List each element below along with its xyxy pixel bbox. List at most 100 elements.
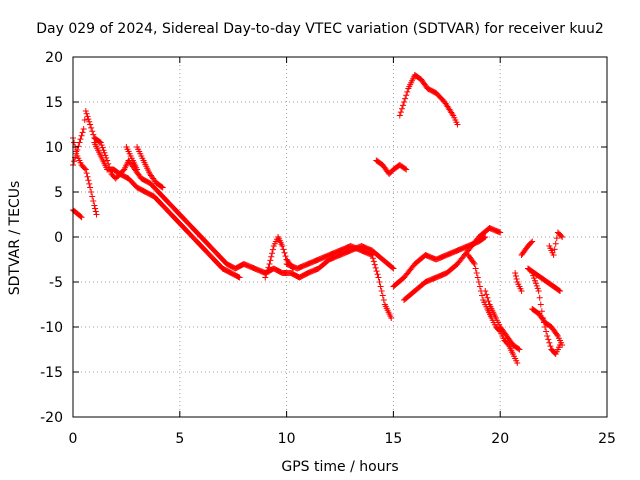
series-track-9 (373, 157, 410, 177)
data-point (553, 331, 560, 338)
data-point (78, 214, 85, 221)
data-point (404, 88, 411, 95)
y-tick-label: -10 (40, 320, 63, 336)
x-tick-label: 20 (491, 431, 509, 447)
data-point (77, 136, 84, 143)
data-point (398, 105, 405, 112)
series-track-8 (283, 243, 395, 321)
series-track-5 (123, 144, 141, 173)
axis-ticks (72, 56, 608, 418)
data-point (376, 279, 383, 285)
data-point (550, 252, 557, 258)
data-point (514, 360, 521, 366)
data-point (88, 189, 95, 195)
data-point (513, 276, 520, 282)
data-point (104, 157, 111, 164)
series-track-19 (546, 229, 566, 258)
series-track-17 (524, 265, 564, 294)
x-tick-label: 25 (598, 431, 616, 447)
data-point (79, 129, 86, 136)
data-point (73, 150, 80, 157)
data-point (76, 139, 83, 146)
data-point (534, 285, 541, 292)
x-axis-label: GPS time / hours (281, 459, 398, 475)
data-point (100, 147, 107, 154)
data-point (279, 243, 286, 249)
data-point (559, 234, 566, 240)
data-point (544, 333, 551, 339)
data-point (83, 110, 90, 117)
data-point (373, 268, 380, 275)
data-point (472, 265, 479, 272)
data-point (485, 298, 492, 305)
y-tick-label: 0 (54, 230, 63, 246)
data-point (558, 232, 565, 239)
data-point (551, 246, 558, 253)
data-point (89, 193, 96, 200)
data-point (402, 165, 409, 172)
data-point (484, 294, 491, 301)
series-track-11 (390, 234, 489, 290)
data-point (545, 336, 552, 343)
data-point (546, 339, 553, 346)
data-point (84, 113, 91, 120)
data-point (476, 283, 483, 290)
data-point (516, 346, 523, 353)
x-tick-labels: 0 5 10 15 20 25 (69, 431, 616, 447)
data-point (471, 261, 478, 267)
data-point (559, 342, 566, 348)
data-point (402, 95, 409, 102)
y-tick-label: -20 (40, 410, 63, 426)
data-point (537, 301, 544, 308)
data-point (81, 165, 88, 172)
series-track-14 (482, 288, 523, 353)
data-point (531, 277, 538, 284)
data-point (512, 270, 519, 276)
data-point (88, 124, 95, 131)
data-point (84, 173, 91, 180)
x-tick-label: 5 (175, 431, 184, 447)
data-point (90, 198, 97, 204)
data-point (158, 183, 165, 190)
data-point (80, 126, 87, 132)
series-track-6 (134, 144, 166, 191)
data-point (474, 274, 481, 281)
data-point (269, 246, 276, 253)
data-point (380, 297, 387, 303)
data-point (235, 273, 242, 280)
data-point (556, 287, 563, 294)
series-track-2 (70, 135, 100, 218)
y-tick-label: 15 (45, 95, 63, 111)
data-point (473, 270, 480, 276)
gridlines (73, 57, 607, 417)
data-point (553, 235, 560, 242)
data-point (375, 274, 382, 281)
data-point (282, 253, 289, 260)
data-point (396, 112, 403, 119)
data-point (268, 253, 275, 260)
data-point (543, 328, 550, 335)
data-point (401, 99, 408, 105)
data-point (92, 205, 99, 212)
data-point (92, 208, 99, 215)
data-point (378, 288, 385, 294)
data-point (87, 121, 94, 128)
series-track-10 (396, 72, 461, 128)
data-point (280, 246, 287, 253)
data-point (470, 259, 477, 266)
data-point (82, 108, 89, 114)
data-point (374, 271, 381, 278)
data-point (85, 116, 92, 123)
data-point (269, 250, 276, 257)
data-point (528, 239, 535, 246)
data-point (85, 177, 92, 184)
y-tick-label: -5 (49, 275, 63, 291)
data-point (134, 166, 141, 173)
data-point (403, 92, 410, 99)
x-tick-label: 0 (69, 431, 78, 447)
series-track-4 (91, 139, 243, 281)
data-point (98, 142, 105, 149)
data-point (547, 343, 554, 350)
data-point (536, 294, 543, 301)
